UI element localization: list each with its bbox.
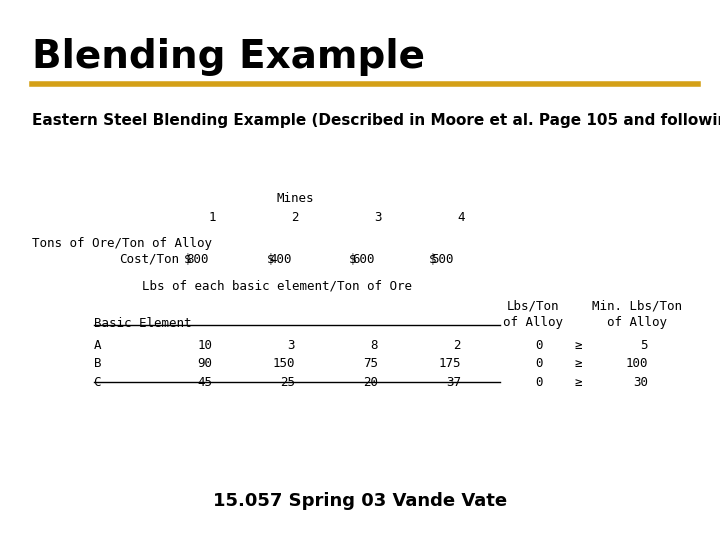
Text: Cost/Ton: Cost/Ton [119, 253, 179, 266]
Text: $: $ [428, 253, 436, 266]
Text: ≥: ≥ [575, 357, 582, 370]
Text: Mines: Mines [276, 192, 314, 205]
Text: of Alloy: of Alloy [607, 316, 667, 329]
Text: of Alloy: of Alloy [503, 316, 563, 329]
Text: 800: 800 [186, 253, 209, 266]
Text: 175: 175 [438, 357, 461, 370]
Text: 90: 90 [197, 357, 212, 370]
Text: 400: 400 [269, 253, 292, 266]
Text: 150: 150 [273, 357, 295, 370]
Text: 37: 37 [446, 376, 461, 389]
Text: 0: 0 [535, 339, 542, 352]
Text: 8: 8 [371, 339, 378, 352]
Text: 0: 0 [535, 376, 542, 389]
Text: 3: 3 [374, 211, 382, 224]
Text: 2: 2 [292, 211, 299, 224]
Text: ≥: ≥ [575, 339, 582, 352]
Text: 3: 3 [288, 339, 295, 352]
Text: 75: 75 [363, 357, 378, 370]
Text: Lbs/Ton: Lbs/Ton [507, 300, 559, 313]
Text: Basic Element: Basic Element [94, 317, 191, 330]
Text: 45: 45 [197, 376, 212, 389]
Text: $: $ [266, 253, 274, 266]
Text: Blending Example: Blending Example [32, 38, 426, 76]
Text: ≥: ≥ [575, 376, 582, 389]
Text: 2: 2 [454, 339, 461, 352]
Text: Tons of Ore/Ton of Alloy: Tons of Ore/Ton of Alloy [32, 237, 212, 249]
Text: 0: 0 [535, 357, 542, 370]
Text: 100: 100 [626, 357, 648, 370]
Text: 1: 1 [209, 211, 216, 224]
Text: Min. Lbs/Ton: Min. Lbs/Ton [593, 300, 683, 313]
Text: 20: 20 [363, 376, 378, 389]
Text: 600: 600 [352, 253, 374, 266]
Text: 25: 25 [280, 376, 295, 389]
Text: B: B [94, 357, 101, 370]
Text: Eastern Steel Blending Example (Described in Moore et al. Page 105 and following: Eastern Steel Blending Example (Describe… [32, 113, 720, 129]
Text: Lbs of each basic element/Ton of Ore: Lbs of each basic element/Ton of Ore [142, 279, 412, 292]
Text: A: A [94, 339, 101, 352]
Text: 15.057 Spring 03 Vande Vate: 15.057 Spring 03 Vande Vate [213, 492, 507, 510]
Text: $: $ [184, 253, 191, 266]
Text: C: C [94, 376, 101, 389]
Text: 30: 30 [633, 376, 648, 389]
Text: 5: 5 [641, 339, 648, 352]
Text: 4: 4 [457, 211, 464, 224]
Text: $: $ [349, 253, 356, 266]
Text: 500: 500 [431, 253, 454, 266]
Text: 10: 10 [197, 339, 212, 352]
